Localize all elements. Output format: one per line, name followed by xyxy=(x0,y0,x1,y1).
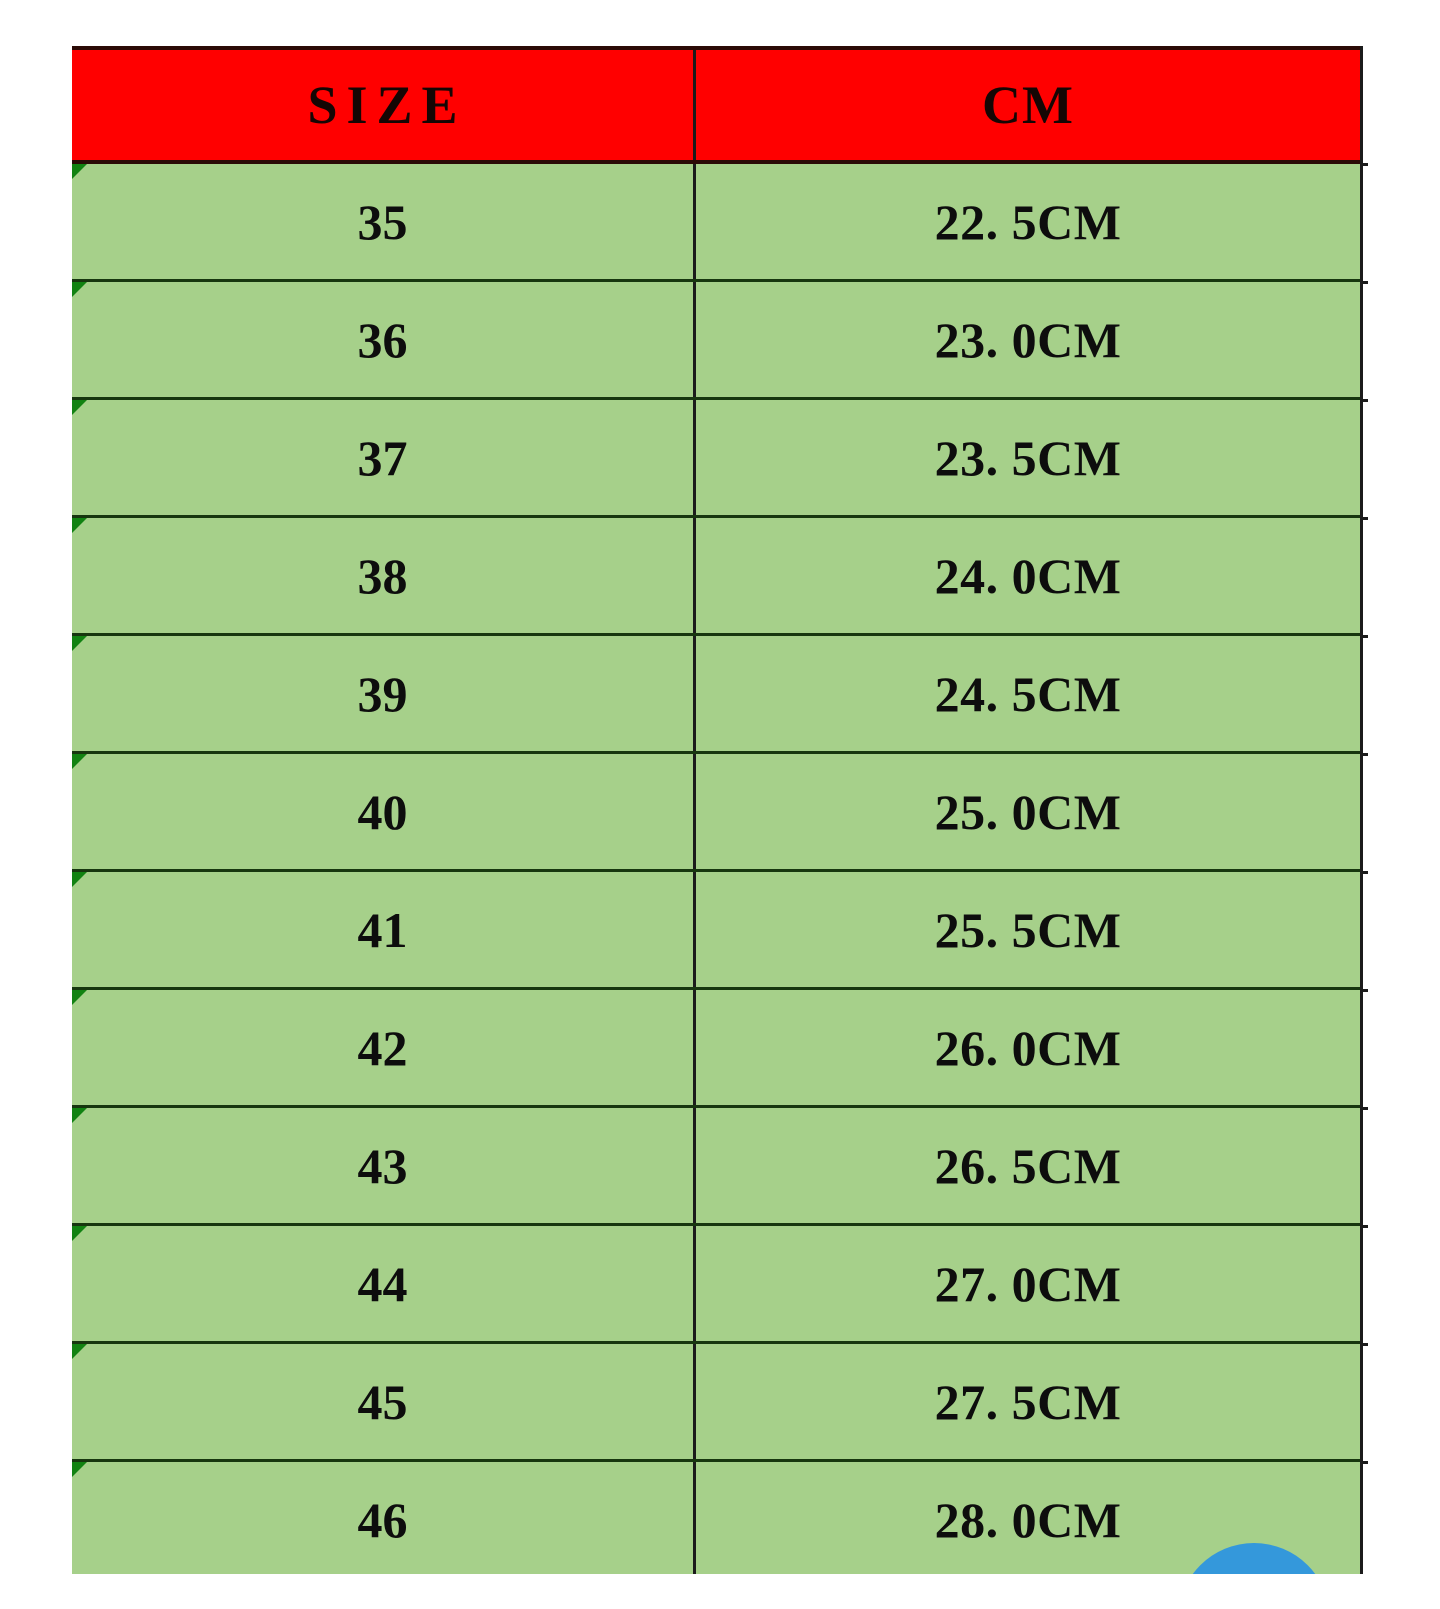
cell-size: 45 xyxy=(72,1344,696,1459)
table-row: 36 23. 0CM xyxy=(72,282,1360,400)
row-boundary-tick xyxy=(1360,635,1368,638)
cell-size: 42 xyxy=(72,990,696,1105)
table-row: 41 25. 5CM xyxy=(72,872,1360,990)
size-chart-inner: SIZE CM 35 22. 5CM 36 23. 0CM 37 23. 5CM 38 24.… xyxy=(72,46,1368,1574)
cell-size: 38 xyxy=(72,518,696,633)
row-boundary-tick xyxy=(1360,1225,1368,1228)
cell-cm: 23. 0CM xyxy=(934,311,1122,368)
table-row: 46 28. 0CM xyxy=(72,1462,1360,1574)
cell-size: 36 xyxy=(72,282,696,397)
row-boundary-tick xyxy=(1360,989,1368,992)
cell-cm: 24. 5CM xyxy=(934,665,1122,722)
cell-size: 35 xyxy=(72,164,696,279)
cell-cm: 26. 5CM xyxy=(934,1137,1122,1194)
row-boundary-tick xyxy=(1360,1461,1368,1464)
table-row: 35 22. 5CM xyxy=(72,164,1360,282)
row-boundary-tick xyxy=(1360,1343,1368,1346)
column-header-size: SIZE xyxy=(72,50,696,160)
table-row: 43 26. 5CM xyxy=(72,1108,1360,1226)
row-boundary-tick xyxy=(1360,517,1368,520)
table-header-row: SIZE CM xyxy=(72,46,1360,164)
table-row: 45 27. 5CM xyxy=(72,1344,1360,1462)
table-row: 42 26. 0CM xyxy=(72,990,1360,1108)
cell-cm: 23. 5CM xyxy=(934,429,1122,486)
cell-cm: 24. 0CM xyxy=(934,547,1122,604)
row-boundary-tick xyxy=(1360,753,1368,756)
row-boundary-tick xyxy=(1360,1107,1368,1110)
cell-size: 39 xyxy=(72,636,696,751)
cell-size: 46 xyxy=(72,1462,696,1574)
table-row: 44 27. 0CM xyxy=(72,1226,1360,1344)
cell-size: 44 xyxy=(72,1226,696,1341)
cell-cm: 27. 0CM xyxy=(934,1255,1122,1312)
cell-size: 40 xyxy=(72,754,696,869)
table-body: 35 22. 5CM 36 23. 0CM 37 23. 5CM 38 24. 0CM 39 24… xyxy=(72,164,1368,1574)
cell-cm: 28. 0CM xyxy=(934,1491,1122,1548)
cell-cm: 22. 5CM xyxy=(934,193,1122,250)
cell-cm: 27. 5CM xyxy=(934,1373,1122,1430)
table-row: 37 23. 5CM xyxy=(72,400,1360,518)
cell-size: 41 xyxy=(72,872,696,987)
row-boundary-tick xyxy=(1360,163,1368,166)
table-right-border xyxy=(1360,46,1363,1574)
cell-cm: 25. 0CM xyxy=(934,783,1122,840)
cell-cm: 25. 5CM xyxy=(934,901,1122,958)
row-boundary-tick xyxy=(1360,281,1368,284)
column-header-cm: CM xyxy=(982,75,1074,135)
row-boundary-tick xyxy=(1360,399,1368,402)
table-row: 40 25. 0CM xyxy=(72,754,1360,872)
cell-size: 43 xyxy=(72,1108,696,1223)
table-row: 39 24. 5CM xyxy=(72,636,1360,754)
row-boundary-tick xyxy=(1360,871,1368,874)
size-chart-table: SIZE CM 35 22. 5CM 36 23. 0CM 37 23. 5CM 38 24.… xyxy=(72,46,1368,1574)
cell-size: 37 xyxy=(72,400,696,515)
cell-cm: 26. 0CM xyxy=(934,1019,1122,1076)
table-row: 38 24. 0CM xyxy=(72,518,1360,636)
